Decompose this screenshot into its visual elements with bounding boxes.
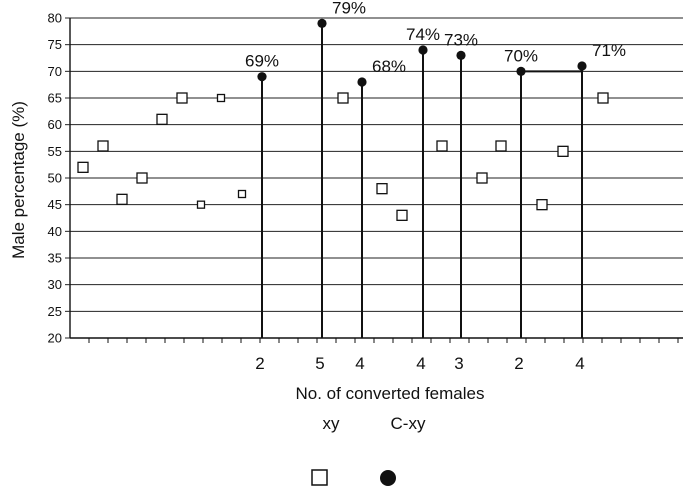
square-point — [436, 140, 448, 152]
legend-square-marker — [311, 469, 328, 486]
tick-label-y: 20 — [48, 331, 62, 346]
stems — [261, 23, 583, 338]
y-ticks: 20 25 30 35 40 45 50 55 60 65 70 75 80 — [48, 11, 70, 346]
point-percent-label: 74% — [406, 25, 440, 44]
tick-label-y: 40 — [48, 224, 62, 239]
square-point — [116, 193, 128, 205]
square-point — [156, 113, 168, 125]
point-count-label: 4 — [355, 354, 364, 373]
point-percent-label: 73% — [444, 30, 478, 49]
square-point — [536, 199, 548, 211]
point-percent-label: 69% — [245, 52, 279, 71]
tick-label-y: 30 — [48, 277, 62, 292]
point-count-label: 2 — [255, 354, 264, 373]
point-count-label: 5 — [315, 354, 324, 373]
square-point — [337, 92, 349, 104]
circle-point — [257, 72, 267, 82]
square-point — [495, 140, 507, 152]
point-percent-label: 68% — [372, 57, 406, 76]
point-percent-label: 79% — [332, 0, 366, 17]
legend-circle-marker — [380, 470, 396, 486]
circle-point — [577, 61, 587, 71]
point-percent-label: 71% — [592, 41, 626, 60]
labels: 69% 2 79% 5 68% 4 74% 4 73% 3 70% 2 71% 4 — [245, 0, 626, 373]
square-point — [557, 145, 569, 157]
tick-label-y: 25 — [48, 304, 62, 319]
square-point — [136, 172, 148, 184]
circle-point — [418, 45, 428, 55]
square-point — [196, 200, 206, 209]
tick-label-y: 65 — [48, 91, 62, 106]
square-point — [597, 92, 609, 104]
square-point — [237, 189, 247, 199]
square-point — [97, 140, 109, 152]
square-points — [77, 92, 609, 221]
tick-label-y: 70 — [48, 64, 62, 79]
tick-label-y: 50 — [48, 171, 62, 186]
point-count-label: 3 — [454, 354, 463, 373]
tick-label-y: 80 — [48, 11, 62, 26]
point-count-label: 4 — [416, 354, 425, 373]
point-count-label: 4 — [575, 354, 584, 373]
square-point — [396, 209, 408, 221]
group-label-cxy: C-xy — [391, 414, 426, 433]
point-percent-label: 70% — [504, 46, 538, 65]
tick-label-y: 45 — [48, 197, 62, 212]
tick-label-y: 55 — [48, 144, 62, 159]
grid-lines — [70, 17, 683, 339]
square-point — [376, 183, 388, 195]
square-point — [176, 92, 188, 104]
y-axis-label: Male percentage (%) — [9, 101, 28, 259]
square-point — [216, 93, 226, 103]
point-count-label: 2 — [514, 354, 523, 373]
circle-points — [257, 18, 587, 87]
square-point — [77, 161, 89, 173]
circle-point — [357, 77, 367, 87]
tick-label-y: 35 — [48, 251, 62, 266]
circle-point — [317, 18, 327, 28]
tick-label-y: 60 — [48, 117, 62, 132]
x-axis-label: No. of converted females — [296, 384, 485, 403]
square-point — [476, 172, 488, 184]
group-label-xy: xy — [323, 414, 341, 433]
tick-label-y: 75 — [48, 37, 62, 52]
circle-point — [516, 66, 526, 76]
circle-point — [456, 50, 466, 60]
